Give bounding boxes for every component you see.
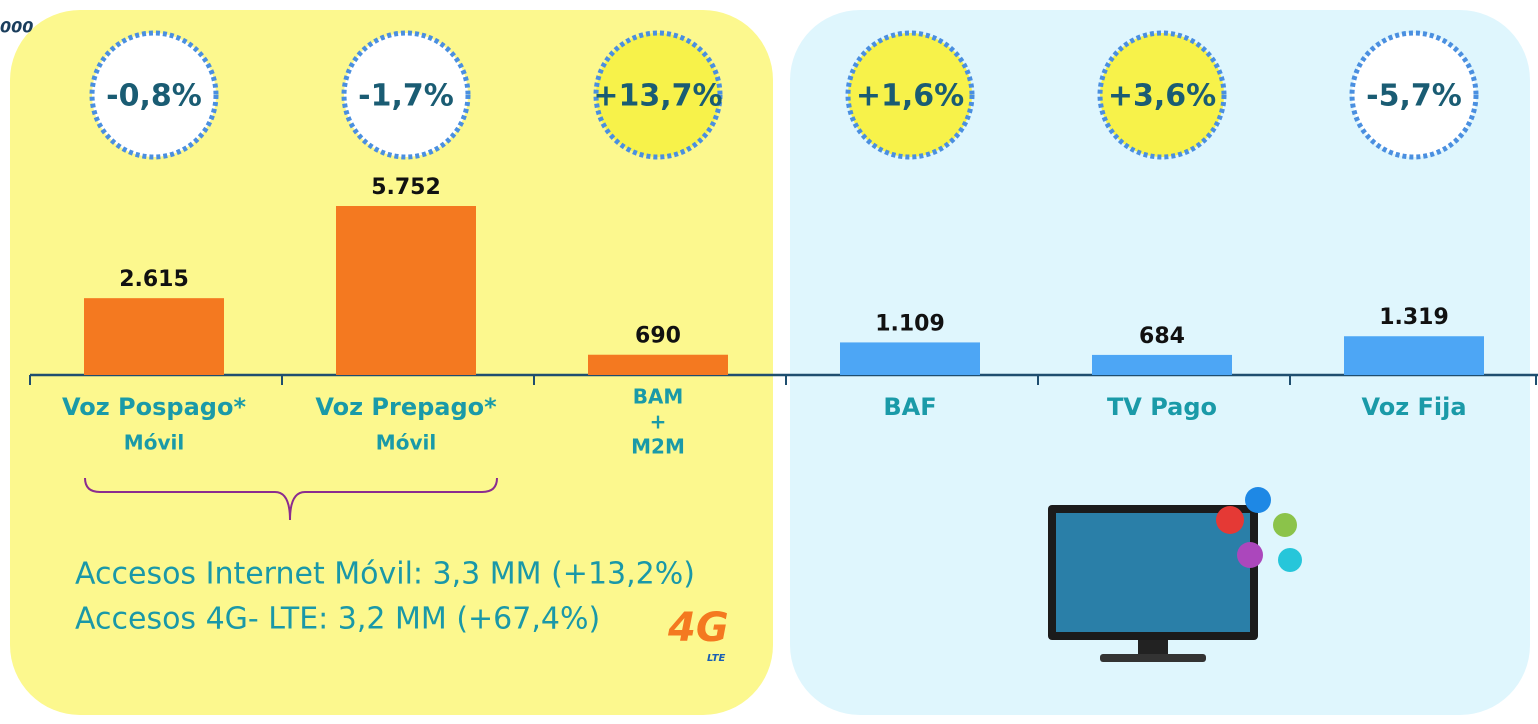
logo-sub: LTE [707, 653, 726, 664]
bar [588, 354, 728, 375]
growth-badge [593, 30, 723, 160]
bar [84, 298, 224, 375]
growth-label: -5,7% [1366, 79, 1462, 114]
x-tick-label: M2M [631, 435, 685, 459]
bar [840, 342, 980, 375]
x-tick-label: Voz Prepago* [315, 393, 497, 421]
bar [1344, 336, 1484, 375]
value-label: 684 [1139, 324, 1185, 349]
x-tick-label: + [650, 410, 667, 434]
x-tick-label: Móvil [376, 431, 436, 455]
value-label: 690 [635, 324, 681, 349]
growth-label: +1,6% [856, 79, 964, 114]
value-label: 1.319 [1379, 305, 1449, 330]
growth-badge [1349, 30, 1479, 160]
growth-badge [845, 30, 975, 160]
x-tick-label: BAM [633, 385, 684, 409]
logo-main: 4G [667, 605, 729, 651]
x-tick-label: Móvil [124, 431, 184, 455]
x-tick-label: TV Pago [1107, 393, 1217, 421]
growth-badge [89, 30, 219, 160]
growth-label: -1,7% [358, 79, 454, 114]
tv-icon [1048, 487, 1302, 662]
annotation: Accesos Internet Móvil: 3,3 MM (+13,2%) [75, 557, 695, 592]
growth-label: -0,8% [106, 79, 202, 114]
annotation: Accesos 4G- LTE: 3,2 MM (+67,4%) [75, 602, 600, 637]
bar [336, 206, 476, 375]
x-tick-label: Voz Pospago* [62, 393, 246, 421]
bar [1092, 354, 1232, 375]
growth-label: +3,6% [1108, 79, 1216, 114]
growth-badge [1097, 30, 1227, 160]
unit-label: 000 [0, 18, 33, 37]
lte-logo: 4G LTE [667, 605, 729, 664]
growth-label: +13,7% [593, 79, 722, 114]
value-label: 2.615 [119, 267, 189, 292]
x-tick-label: BAF [883, 393, 936, 421]
growth-badge [341, 30, 471, 160]
value-label: 1.109 [875, 311, 945, 336]
value-label: 5.752 [371, 175, 441, 200]
brace [84, 477, 498, 521]
x-tick-label: Voz Fija [1361, 393, 1466, 421]
